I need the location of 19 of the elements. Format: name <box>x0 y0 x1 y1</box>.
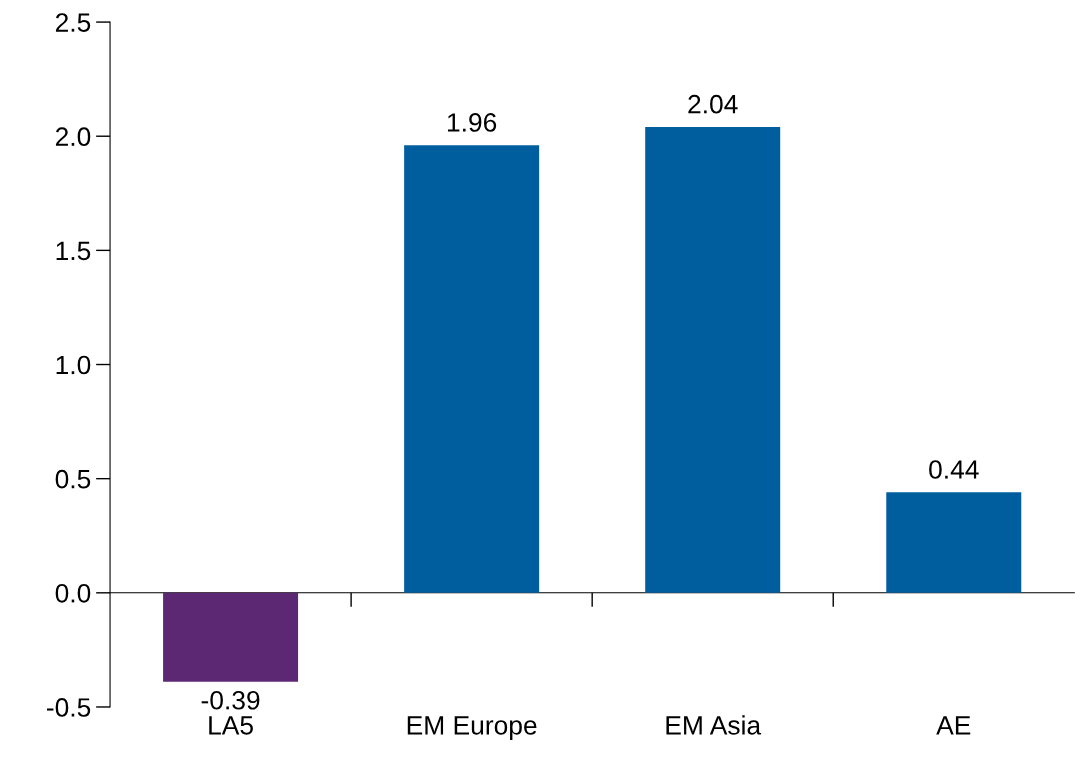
data-label: 0.44 <box>929 460 979 479</box>
y-tick-label: 2.0 <box>55 127 91 147</box>
data-label: -0.39 <box>201 690 260 710</box>
x-tick-label: EM Asia <box>666 715 762 735</box>
x-tick-label: AE <box>936 716 971 735</box>
data-label: 2.04 <box>688 94 738 114</box>
data-label: 1.96 <box>447 113 497 132</box>
x-tick-label: EM Europe <box>407 716 537 740</box>
y-tick-label: 1.0 <box>56 355 91 375</box>
bar <box>404 145 540 593</box>
y-tick-label: -0.5 <box>47 698 91 717</box>
bar <box>163 592 299 682</box>
bar <box>645 127 781 593</box>
bar <box>886 492 1022 593</box>
y-tick-label: 0.5 <box>55 469 91 489</box>
y-tick-label: 2.5 <box>55 13 91 32</box>
y-tick-label: 0.0 <box>55 583 91 603</box>
x-tick-label: LA5 <box>209 716 253 735</box>
y-tick-label: 1.5 <box>56 241 91 261</box>
